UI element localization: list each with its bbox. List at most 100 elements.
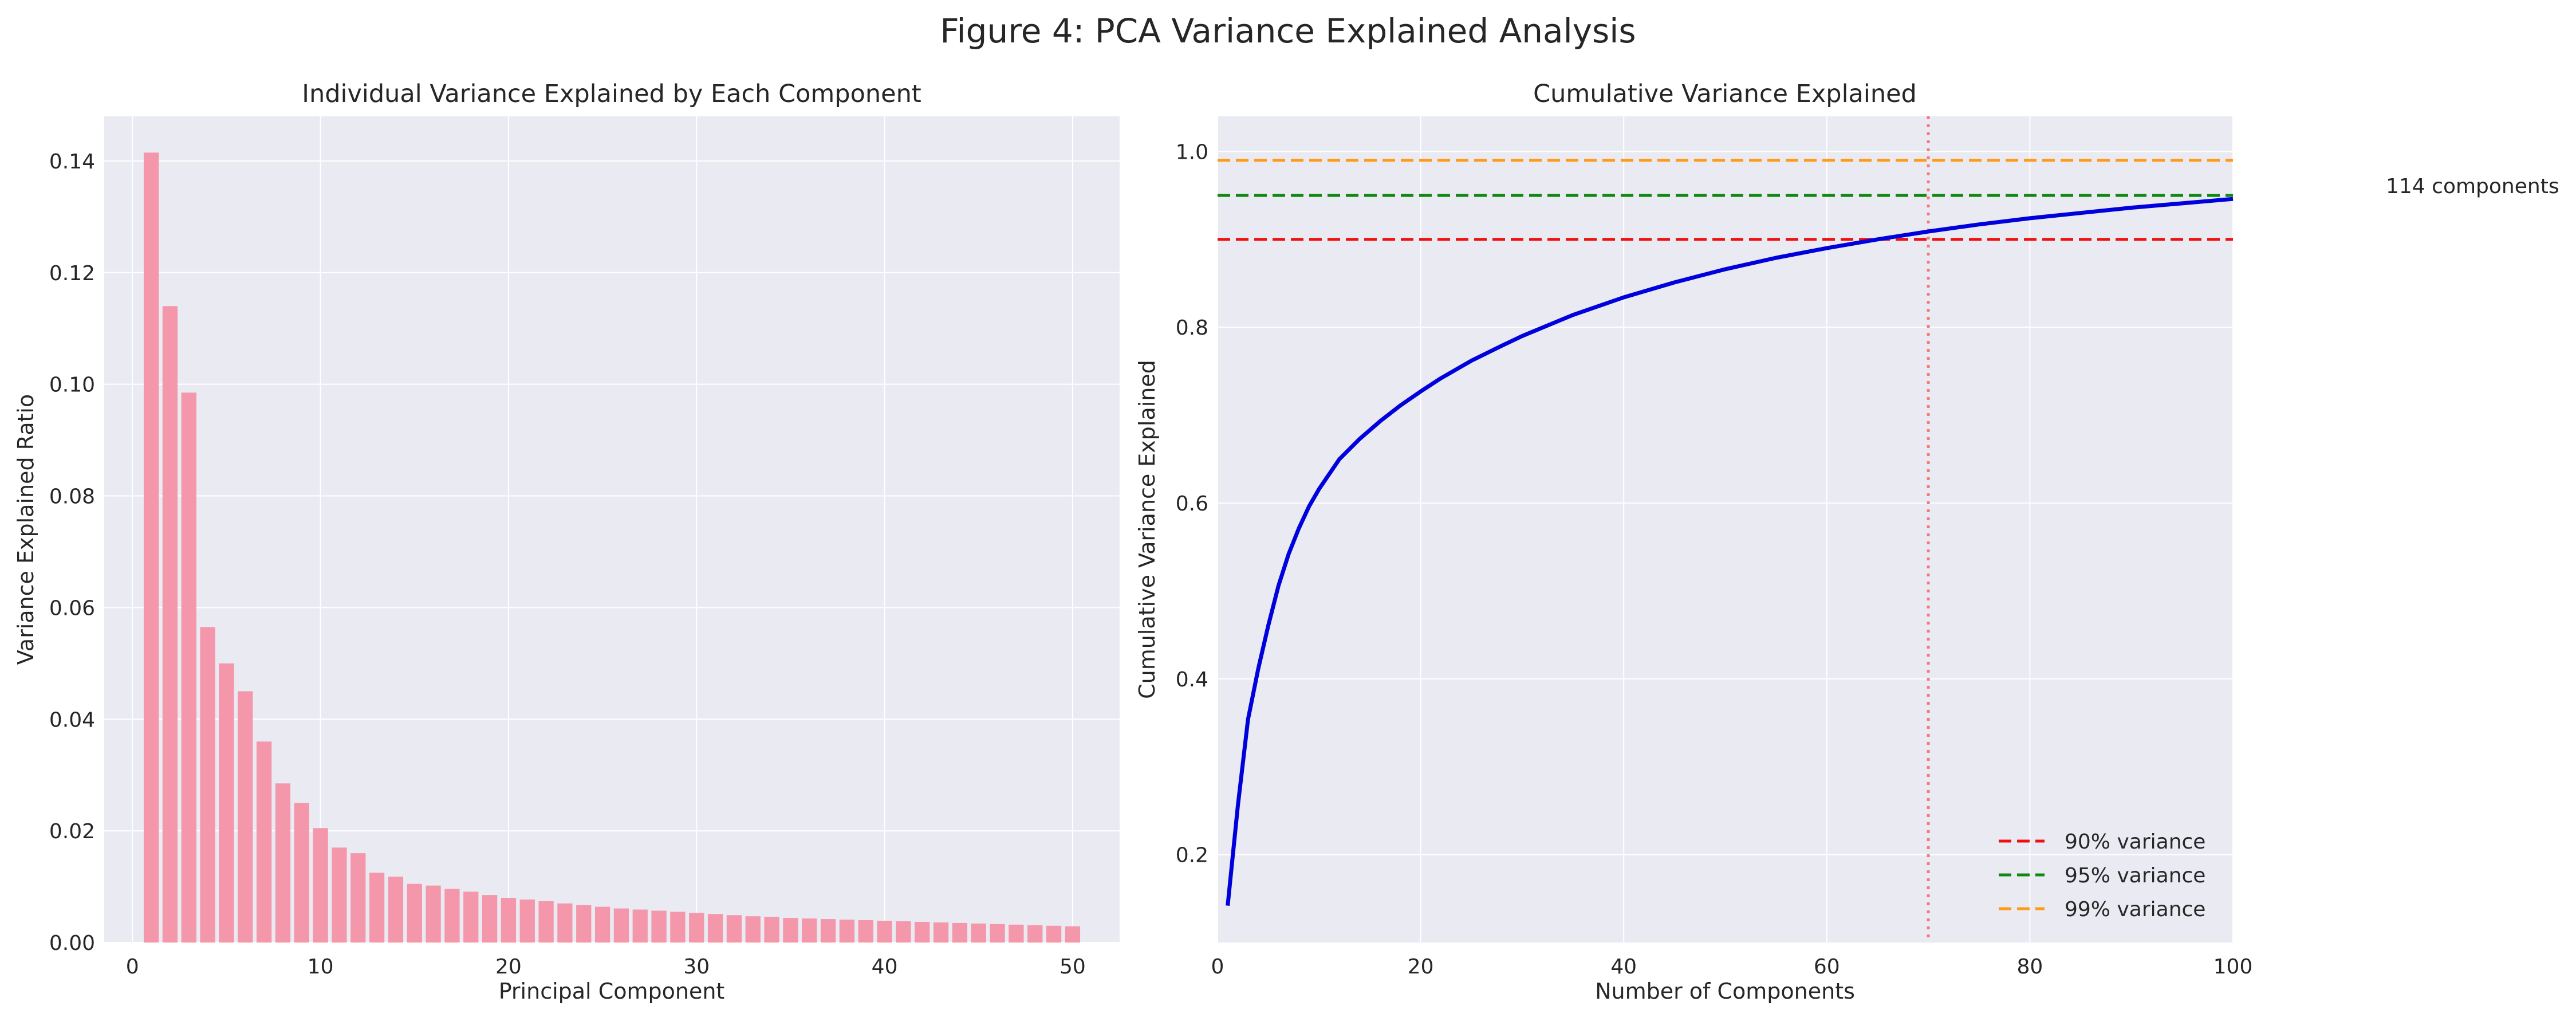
- variance-bar: [369, 873, 385, 943]
- variance-bar: [820, 919, 836, 943]
- variance-bar: [332, 847, 347, 943]
- right-x-tick-label: 100: [2213, 955, 2253, 979]
- variance-bar: [444, 889, 460, 943]
- variance-bar: [482, 895, 498, 943]
- left-y-tick-label: 0.04: [49, 708, 95, 732]
- variance-bar: [1027, 925, 1043, 943]
- variance-bar: [219, 663, 234, 943]
- variance-bar: [143, 152, 159, 943]
- variance-bar: [576, 905, 592, 943]
- right-y-tick-label: 0.2: [1176, 844, 1208, 867]
- variance-bar: [275, 783, 291, 943]
- variance-bar: [952, 922, 968, 943]
- variance-bar: [651, 910, 667, 943]
- right-x-tick-label: 60: [1814, 955, 1840, 979]
- variance-bar: [200, 627, 215, 943]
- right-x-tick-label: 40: [1610, 955, 1637, 979]
- variance-bar: [707, 914, 723, 943]
- left-y-tick-label: 0.02: [49, 820, 95, 843]
- variance-bar: [1046, 925, 1062, 943]
- variance-bar: [426, 885, 441, 943]
- variance-bar: [238, 691, 253, 943]
- variance-bar: [350, 853, 366, 943]
- right-x-axis-label: Number of Components: [1595, 979, 1855, 1004]
- variance-bar: [557, 903, 573, 943]
- variance-bar: [256, 741, 272, 943]
- right-y-tick-label: 1.0: [1176, 140, 1208, 164]
- variance-bars: [143, 152, 1081, 943]
- right-y-tick-label: 0.8: [1176, 316, 1208, 340]
- left-y-tick-label: 0.14: [49, 150, 95, 174]
- variance-bar: [501, 898, 517, 943]
- variance-bar: [783, 918, 798, 943]
- left-y-tick-label: 0.12: [49, 262, 95, 285]
- variance-bar: [802, 918, 817, 943]
- variance-bar: [877, 921, 892, 943]
- left-x-tick-label: 20: [495, 955, 522, 979]
- right-ticks: 0 20 40 60 80 100 0.2 0.4 0.6 0.8 1.0: [1176, 140, 2253, 979]
- variance-bar: [971, 923, 986, 943]
- variance-bar: [294, 803, 309, 943]
- variance-bar: [745, 916, 761, 943]
- variance-bar: [726, 915, 742, 943]
- variance-bar: [764, 917, 779, 943]
- variance-bar: [896, 921, 911, 943]
- left-x-tick-label: 40: [872, 955, 898, 979]
- variance-bar: [538, 901, 554, 943]
- threshold-lines: [1218, 159, 2233, 241]
- right-chart-title: Cumulative Variance Explained: [1533, 80, 1917, 108]
- legend-label: 99% variance: [2065, 898, 2205, 921]
- left-y-tick-label: 0.10: [49, 374, 95, 397]
- variance-bar: [689, 913, 704, 943]
- variance-bar: [670, 912, 686, 943]
- cumulative-variance-line: [1226, 197, 2234, 906]
- left-plot-area: [104, 116, 1120, 943]
- cumulative-curve: [1226, 197, 2234, 906]
- variance-bar: [858, 920, 873, 943]
- individual-variance-chart: 0 10 20 30 40 50 0.00 0.02 0.04 0.06 0.08 0.10 0.12 0…: [13, 80, 1120, 1004]
- right-x-tick-label: 20: [1408, 955, 1434, 979]
- variance-bar: [407, 883, 422, 943]
- right-grid: [1217, 116, 2234, 943]
- variance-bar: [915, 921, 930, 943]
- legend-label: 95% variance: [2065, 864, 2205, 888]
- variance-bar: [839, 920, 855, 943]
- right-x-tick-label: 80: [2016, 955, 2043, 979]
- left-x-tick-label: 0: [126, 955, 139, 979]
- left-y-tick-label: 0.08: [49, 485, 95, 509]
- variance-bar: [313, 828, 328, 943]
- left-x-tick-label: 10: [308, 955, 334, 979]
- left-chart-title: Individual Variance Explained by Each Co…: [302, 80, 921, 108]
- legend: 90% variance 95% variance 99% variance: [1999, 830, 2205, 921]
- legend-label: 90% variance: [2065, 830, 2205, 854]
- right-x-tick-label: 0: [1211, 955, 1224, 979]
- cumulative-variance-chart: 0 20 40 60 80 100 0.2 0.4 0.6 0.8 1.0 90% variance…: [1135, 80, 2252, 1004]
- variance-bar: [162, 306, 178, 943]
- right-y-tick-label: 0.6: [1176, 492, 1208, 516]
- left-y-axis-label: Variance Explained Ratio: [13, 394, 38, 665]
- variance-bar: [388, 877, 404, 943]
- variance-bar: [613, 908, 629, 943]
- variance-bar: [933, 922, 949, 943]
- right-y-tick-label: 0.4: [1176, 668, 1208, 692]
- variance-bar: [594, 906, 610, 943]
- left-grid: [104, 116, 1120, 943]
- variance-bar: [1065, 926, 1081, 943]
- left-ticks: 0 10 20 30 40 50 0.00 0.02 0.04 0.06 0.08 0.10 0.12 0…: [49, 150, 1086, 979]
- annotation-text: 114 components: [2386, 175, 2559, 198]
- figure-title: Figure 4: PCA Variance Explained Analysi…: [940, 11, 1636, 50]
- variance-bar: [632, 909, 648, 943]
- variance-bar: [1009, 924, 1024, 943]
- variance-bar: [519, 899, 535, 943]
- variance-bar: [990, 924, 1005, 943]
- left-x-tick-label: 50: [1059, 955, 1086, 979]
- variance-bar: [181, 392, 196, 943]
- left-y-tick-label: 0.00: [49, 932, 95, 955]
- left-x-axis-label: Principal Component: [499, 979, 725, 1004]
- left-y-tick-label: 0.06: [49, 596, 95, 620]
- right-plot-area: [1218, 116, 2233, 943]
- variance-bar: [463, 892, 479, 943]
- left-x-tick-label: 30: [683, 955, 710, 979]
- right-y-axis-label: Cumulative Variance Explained: [1135, 360, 1160, 699]
